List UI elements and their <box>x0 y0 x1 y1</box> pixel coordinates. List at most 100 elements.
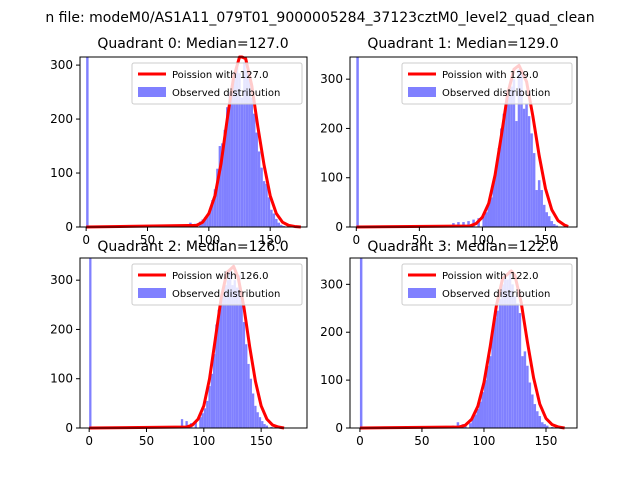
hist-bar <box>219 297 223 428</box>
hist-and-fit <box>359 258 565 430</box>
legend-hist-label: Observed distribution <box>442 289 550 300</box>
hist-bar <box>476 408 479 428</box>
hist-bar <box>507 96 511 227</box>
x-tick-label: 150 <box>534 233 557 247</box>
y-axis: 0 100 200 300 <box>320 72 350 234</box>
x-tick-label: 150 <box>250 434 273 448</box>
hist-bar <box>275 218 278 227</box>
hist-bar <box>356 57 359 227</box>
hist-bar <box>240 97 244 227</box>
panel-quadrant-1: 0 50 100 150 0 100 200 300 Poission with 129.0… <box>320 56 578 247</box>
x-tick-label: 50 <box>139 434 154 448</box>
hist-bar <box>511 284 514 428</box>
legend-box <box>401 263 573 306</box>
hist-bar <box>238 275 241 428</box>
hist-bar <box>503 274 507 428</box>
x-tick-label: 100 <box>197 233 220 247</box>
hist-and-fit <box>89 258 285 430</box>
x-tick-label: 50 <box>140 233 155 247</box>
hist-bar <box>251 393 255 428</box>
hist-bar <box>508 269 512 428</box>
hist-bar <box>457 222 460 227</box>
hist-bar <box>263 424 266 428</box>
hist-bar <box>538 416 542 428</box>
hist-bar <box>550 221 554 227</box>
x-tick-label: 50 <box>414 434 429 448</box>
y-tick-label: 300 <box>50 58 73 72</box>
hist-bar <box>254 405 257 428</box>
y-tick-label: 200 <box>320 121 343 135</box>
hist-bar <box>265 425 269 428</box>
hist-bar <box>272 213 276 227</box>
hist-bar <box>469 423 472 428</box>
figure-suptitle: n file: modeM0/AS1A11_079T01_9000005284_… <box>45 10 594 26</box>
hist-bar <box>498 298 502 428</box>
hist-bar <box>487 204 490 227</box>
hist-bar <box>242 322 246 428</box>
hist-bar <box>261 421 264 428</box>
hist-bar <box>218 146 222 227</box>
hist-bar <box>226 107 229 227</box>
x-tick-label: 0 <box>352 233 360 247</box>
axes-frame <box>79 257 308 429</box>
hist-bar <box>467 221 470 227</box>
hist-bar <box>481 392 484 428</box>
hist-and-fit <box>86 55 301 229</box>
hist-bar <box>488 356 492 428</box>
hist-bar <box>506 279 509 428</box>
panel-title: Quadrant 3: Median=122.0 <box>367 239 558 255</box>
y-tick-label: 200 <box>320 325 343 339</box>
hist-bar <box>540 190 543 227</box>
hist-bar <box>359 258 363 428</box>
hist-bar <box>228 92 231 227</box>
y-tick-label: 0 <box>65 220 73 234</box>
x-tick-label: 150 <box>535 434 558 448</box>
hist-bar <box>471 417 475 428</box>
axes-frame <box>349 56 578 228</box>
y-tick-label: 0 <box>335 421 343 435</box>
hist-bar <box>222 290 225 428</box>
hist-bar <box>194 422 197 428</box>
axes-frame <box>79 56 308 228</box>
hist-bar <box>518 313 522 428</box>
y-tick-label: 200 <box>50 112 73 126</box>
y-tick-label: 100 <box>320 373 343 387</box>
x-tick-label: 0 <box>82 233 90 247</box>
hist-bar <box>496 310 499 428</box>
hist-bar <box>533 404 537 428</box>
hist-bar <box>240 299 243 428</box>
panel-title: Quadrant 0: Median=127.0 <box>97 36 288 52</box>
legend-hist-swatch <box>138 288 166 298</box>
hist-bar <box>553 224 556 227</box>
x-tick-label: 100 <box>192 434 215 448</box>
hist-bar <box>255 132 258 227</box>
hist-bar <box>230 85 234 227</box>
hist-bar <box>256 412 259 428</box>
hist-bar <box>262 181 266 227</box>
hist-bar <box>265 183 268 227</box>
hist-bar <box>213 189 217 227</box>
hist-bar <box>505 103 508 227</box>
hist-bar <box>528 382 532 428</box>
legend-fit-label: Poission with 127.0 <box>172 70 268 81</box>
hist-bar <box>495 167 498 227</box>
hist-bar <box>479 401 482 428</box>
panel-quadrant-3: 0 50 100 150 0 100 200 300 Poission with 122.0… <box>320 257 578 448</box>
hist-bar <box>215 324 218 428</box>
legend-hist-swatch <box>408 288 436 298</box>
x-axis: 0 50 100 150 <box>352 227 557 247</box>
legend: Poission with 126.0 Observed distributio… <box>131 263 303 306</box>
hist-bar <box>474 414 477 428</box>
legend: Poission with 127.0 Observed distributio… <box>131 62 303 105</box>
hist-bar <box>515 121 518 227</box>
legend-box <box>131 62 303 105</box>
hist-bar <box>536 411 539 428</box>
hist-bar <box>201 413 204 428</box>
hist-bar <box>89 258 92 428</box>
hist-bar <box>483 380 487 428</box>
hist-bar <box>526 365 529 428</box>
hist-bar <box>513 296 517 428</box>
legend-fit-label: Poission with 122.0 <box>442 271 538 282</box>
hist-bar <box>516 303 519 428</box>
hist-bar <box>238 73 241 227</box>
